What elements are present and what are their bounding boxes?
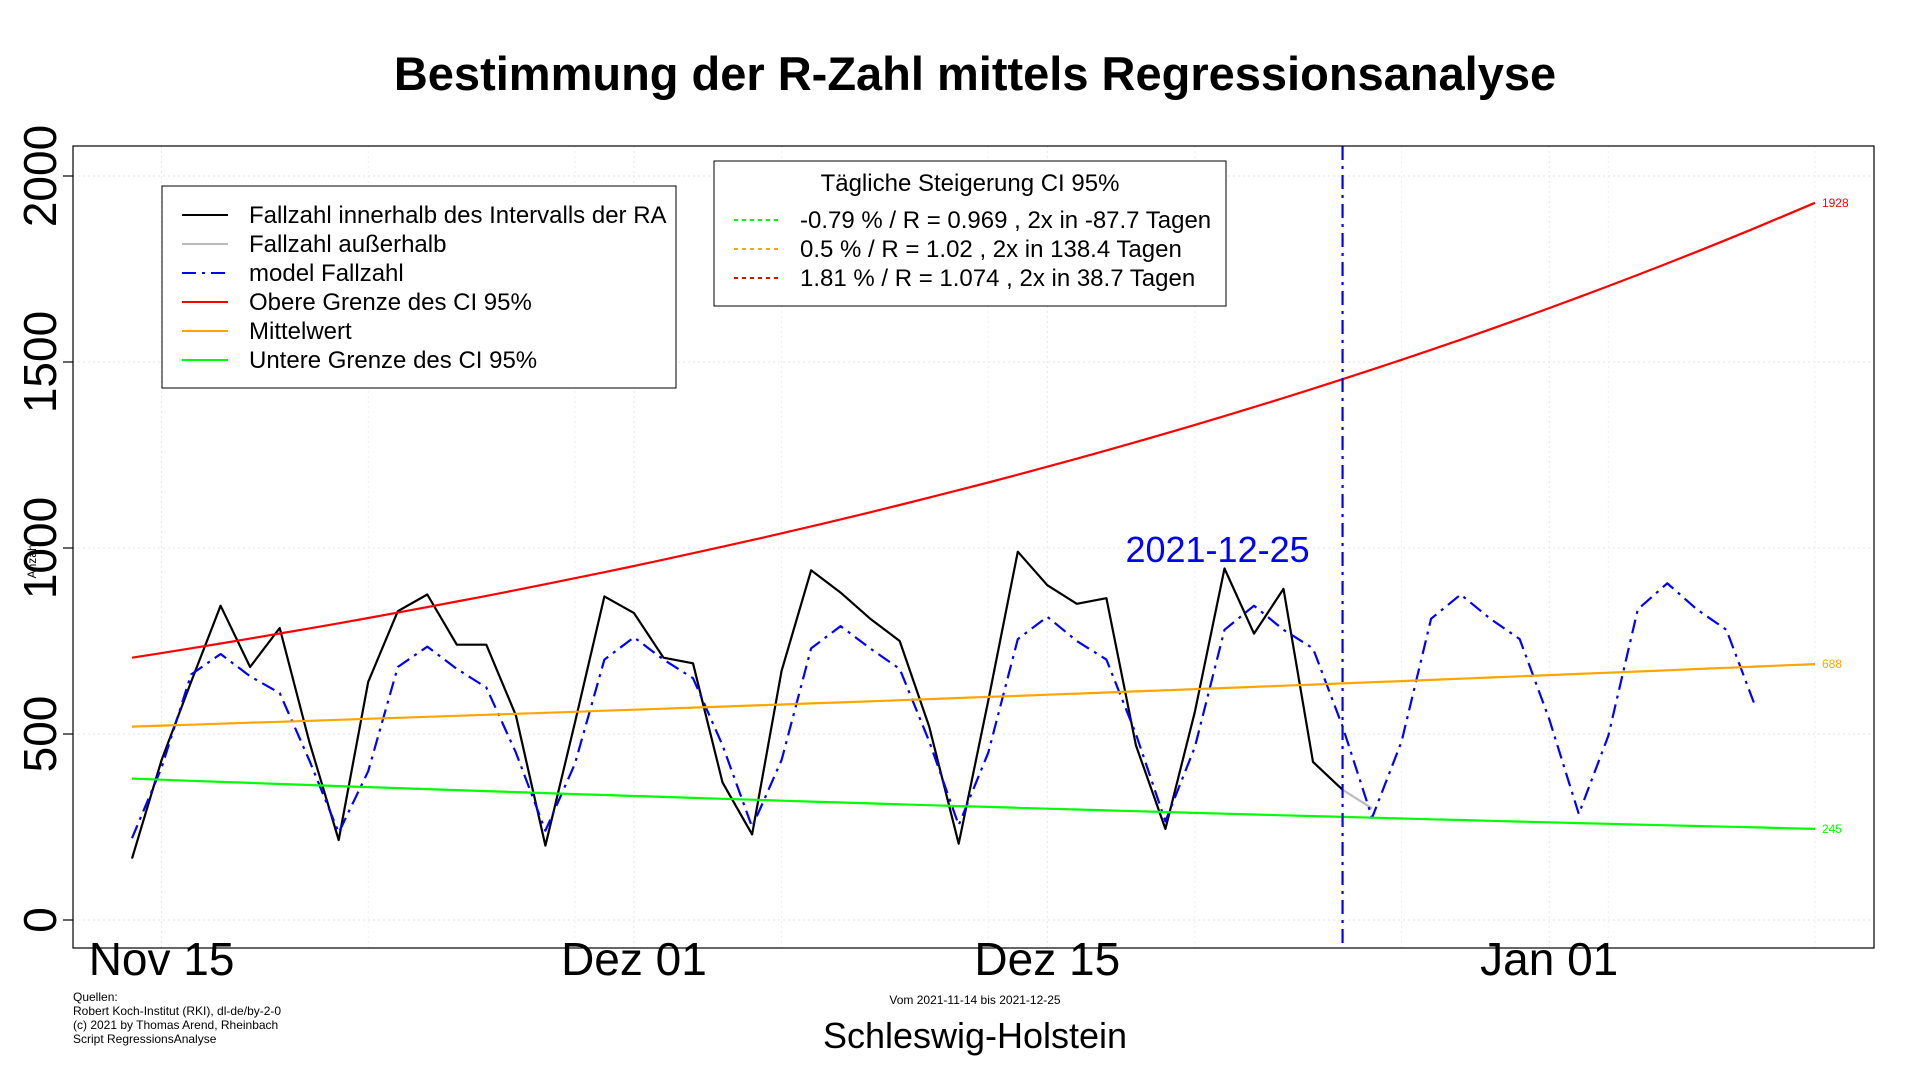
legend-main-box: [161, 185, 677, 389]
legend-main-label: Untere Grenze des CI 95%: [249, 347, 537, 374]
period-text: Vom 2021-11-14 bis 2021-12-25: [889, 993, 1061, 1007]
legend-ci-label: -0.79 % / R = 0.969 , 2x in -87.7 Tagen: [800, 207, 1211, 234]
y-tick-label: 1000: [14, 497, 66, 599]
legend-main: Fallzahl innerhalb des Intervalls der RA…: [161, 185, 677, 389]
legend-ci-label: 0.5 % / R = 1.02 , 2x in 138.4 Tagen: [800, 236, 1182, 263]
x-axis-label: Schleswig-Holstein: [823, 1015, 1127, 1056]
footer-source-line: Script RegressionsAnalyse: [73, 1032, 217, 1046]
series-end-label: 688: [1822, 657, 1842, 671]
x-tick-label: Dez 01: [561, 933, 707, 985]
plot-frame: [72, 145, 1875, 949]
x-tick-label: Dez 15: [974, 933, 1120, 985]
y-tick-label: 2000: [14, 125, 66, 227]
vline-label: 2021-12-25: [1125, 529, 1309, 570]
y-tick-label: 500: [14, 696, 66, 773]
legend-main-label: Fallzahl außerhalb: [249, 231, 446, 258]
legend-main-label: Fallzahl innerhalb des Intervalls der RA: [249, 202, 667, 229]
series-line-2: [130, 582, 1757, 839]
legend-ci-box: [713, 160, 1227, 307]
series-line-1: [1342, 788, 1373, 810]
vline-layer: 2021-12-25: [1125, 146, 1344, 948]
x-tick-label: Jan 01: [1480, 933, 1618, 985]
y-tick-label: 1500: [14, 311, 66, 413]
chart-title: Bestimmung der R-Zahl mittels Regression…: [394, 47, 1556, 100]
footer-sources: Quellen:Robert Koch-Institut (RKI), dl-d…: [73, 990, 281, 1046]
series-end-label: 245: [1822, 822, 1842, 836]
footer-source-line: Robert Koch-Institut (RKI), dl-de/by-2-0: [73, 1004, 281, 1018]
x-tick-label: Nov 15: [89, 933, 235, 985]
footer-source-line: Quellen:: [73, 990, 118, 1004]
legend-main-label: model Fallzahl: [249, 260, 404, 287]
series-line-4: [131, 663, 1816, 728]
legend-main-label: Mittelwert: [249, 318, 352, 345]
y-axis-label: Anzahl: [25, 542, 39, 579]
series-line-5: [131, 777, 1816, 830]
footer-source-line: (c) 2021 by Thomas Arend, Rheinbach: [73, 1018, 278, 1032]
legend-ci-title: Tägliche Steigerung CI 95%: [821, 170, 1120, 197]
legend-ci-label: 1.81 % / R = 1.074 , 2x in 38.7 Tagen: [800, 265, 1195, 292]
series-line-0: [130, 550, 1344, 859]
series-line-3: [131, 201, 1816, 659]
legend-ci: Tägliche Steigerung CI 95% -0.79 % / R = …: [713, 160, 1227, 307]
x-axis: Nov 15 Dez 01 Dez 15 Jan 01: [89, 933, 1619, 985]
series-layer: 1928 688 245: [130, 196, 1849, 859]
y-axis: 0 500 1000 1500 2000: [14, 125, 73, 933]
legend-main-label: Obere Grenze des CI 95%: [249, 289, 532, 316]
y-tick-label: 0: [14, 907, 66, 933]
series-end-label: 1928: [1822, 196, 1849, 210]
